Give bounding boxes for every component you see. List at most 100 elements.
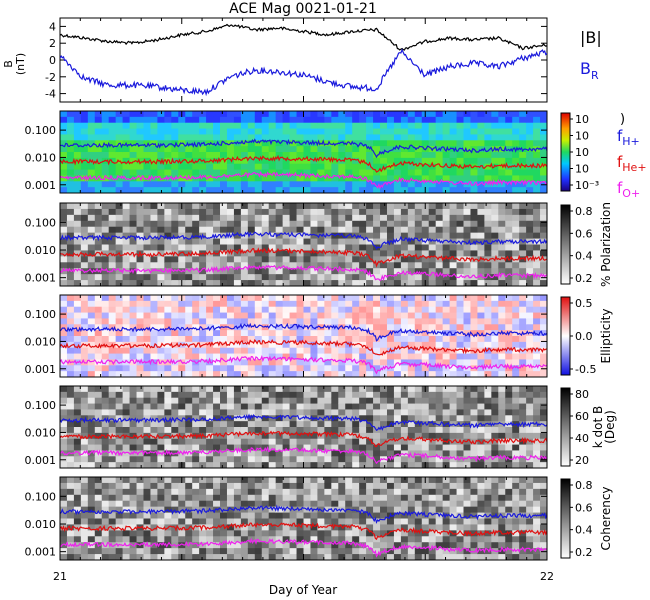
spectrogram-cell	[185, 450, 193, 457]
spectrogram-cell	[192, 427, 200, 434]
spectrogram-cell	[171, 427, 179, 434]
spectrogram-cell	[240, 512, 249, 520]
spectrogram-cell	[470, 175, 479, 182]
spectrogram-cell	[540, 128, 547, 136]
spectrogram-cell	[540, 116, 547, 124]
spectrogram-cell	[373, 274, 381, 281]
spectrogram-cell	[428, 163, 437, 171]
spectrogram-cell	[122, 128, 131, 136]
spectrogram-cell	[421, 175, 430, 182]
spectrogram-cell	[428, 300, 437, 308]
spectrogram-cell	[73, 450, 82, 457]
spectrogram-cell	[80, 494, 89, 502]
spectrogram-cell	[80, 116, 89, 124]
series-fo	[60, 354, 547, 375]
spectrogram-cell	[136, 187, 145, 193]
spectrogram-cell	[261, 341, 270, 349]
spectrogram-cell	[87, 432, 96, 440]
spectrogram-cell	[185, 324, 193, 331]
spectrogram-cell	[66, 203, 75, 210]
spectrogram-cell	[247, 116, 256, 124]
series-fh	[60, 138, 547, 159]
spectrogram-cell	[331, 122, 339, 130]
spectrogram-cell	[477, 226, 485, 234]
spectrogram-cell	[373, 359, 381, 366]
spectrogram-cell	[442, 169, 451, 177]
spectrogram-cell	[73, 122, 82, 130]
spectrogram-cell	[428, 330, 437, 337]
spectrogram-cell	[261, 409, 270, 416]
spectrogram-cell	[164, 157, 172, 165]
spectrogram-cell	[282, 268, 291, 275]
spectrogram-cell	[80, 274, 89, 281]
spectrogram-cell	[498, 295, 506, 302]
spectrogram-cell	[150, 554, 158, 560]
spectrogram-cell	[60, 462, 68, 468]
spectrogram-cell	[352, 341, 360, 349]
spectrogram-cell	[129, 518, 138, 526]
spectrogram-cell	[87, 256, 96, 263]
spectrogram-cell	[220, 456, 228, 463]
spectrogram-cell	[491, 152, 499, 159]
spectrogram-cell	[435, 330, 444, 337]
spectrogram-cell	[178, 306, 186, 314]
spectrogram-cell	[484, 232, 492, 240]
spectrogram-cell	[484, 432, 492, 440]
spectrogram-cell	[359, 312, 367, 320]
spectrogram-cell	[421, 438, 430, 446]
spectrogram-cell	[345, 128, 353, 136]
spectrogram-cell	[171, 152, 179, 159]
spectrogram-cell	[206, 494, 214, 502]
spectrogram-cell	[338, 444, 346, 452]
spectrogram-cell	[296, 432, 305, 440]
spectrogram-cell	[380, 250, 388, 257]
spectrogram-cell	[226, 152, 235, 159]
spectrogram-cell	[199, 524, 207, 531]
spectrogram-cell	[213, 353, 221, 361]
spectrogram-cell	[171, 347, 179, 355]
spectrogram-cell	[129, 140, 138, 147]
spectrogram-cell	[449, 391, 458, 399]
spectrogram-cell	[192, 203, 200, 210]
spectrogram-cell	[233, 488, 242, 496]
spectrogram-cell	[533, 295, 541, 302]
spectrogram-cell	[373, 512, 381, 520]
spectrogram-cell	[519, 187, 527, 193]
spectrogram-cell	[505, 116, 513, 124]
spectrogram-cell	[94, 134, 103, 141]
spectrogram-cell	[233, 530, 242, 537]
spectrogram-cell	[428, 134, 437, 141]
spectrogram-cell	[380, 295, 388, 302]
spectrogram-cell	[512, 336, 520, 343]
spectrogram-cell	[108, 330, 117, 337]
spectrogram-cell	[449, 365, 458, 372]
spectrogram-cell	[192, 111, 200, 118]
spectrogram-cell	[94, 462, 103, 468]
spectrogram-cell	[491, 280, 499, 286]
spectrogram-cell	[393, 280, 402, 286]
spectrogram-cell	[526, 438, 534, 446]
spectrogram-cell	[129, 157, 138, 165]
spectrogram-cell	[136, 181, 145, 188]
spectrogram-cell	[484, 238, 492, 246]
spectrogram-cell	[213, 512, 221, 520]
spectrogram-cell	[400, 324, 409, 331]
spectrogram-cell	[150, 181, 158, 188]
spectrogram-cell	[178, 134, 186, 141]
spectrogram-cell	[115, 494, 124, 502]
spectrogram-cell	[73, 306, 82, 314]
spectrogram-cell	[386, 111, 395, 118]
spectrogram-cell	[310, 232, 319, 240]
spectrogram-cell	[87, 347, 96, 355]
spectrogram-cell	[366, 134, 374, 141]
spectrogram-cell	[101, 214, 110, 222]
spectrogram-cell	[338, 500, 346, 508]
spectrogram-cell	[150, 262, 158, 269]
spectrogram-cell	[275, 220, 284, 228]
spectrogram-cell	[199, 256, 207, 263]
spectrogram-cell	[185, 116, 193, 124]
spectrogram-cell	[240, 128, 249, 136]
spectrogram-cell	[442, 116, 451, 124]
spectrogram-cell	[345, 353, 353, 361]
spectrogram-cell	[80, 122, 89, 130]
